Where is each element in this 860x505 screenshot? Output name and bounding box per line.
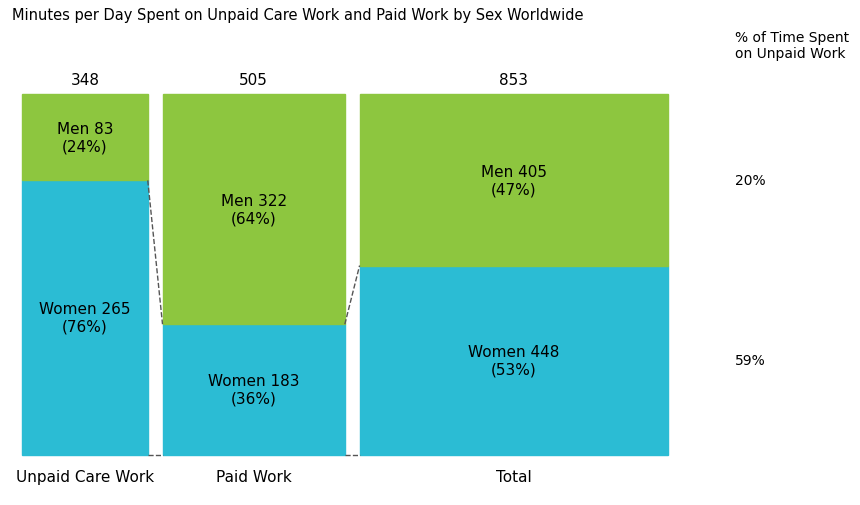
Text: Total: Total: [495, 469, 531, 484]
Text: 59%: 59%: [735, 354, 766, 368]
Text: Paid Work: Paid Work: [216, 469, 292, 484]
Bar: [163, 325, 345, 455]
Bar: [359, 95, 667, 266]
Text: Men 83
(24%): Men 83 (24%): [57, 122, 114, 155]
Text: Women 183
(36%): Women 183 (36%): [208, 374, 299, 406]
Text: 505: 505: [239, 73, 268, 88]
Text: 348: 348: [71, 73, 100, 88]
Text: 853: 853: [499, 73, 528, 88]
Bar: [22, 95, 148, 181]
Text: Women 448
(53%): Women 448 (53%): [468, 344, 559, 377]
Bar: [22, 181, 148, 455]
Text: Minutes per Day Spent on Unpaid Care Work and Paid Work by Sex Worldwide: Minutes per Day Spent on Unpaid Care Wor…: [12, 8, 584, 23]
Text: Men 405
(47%): Men 405 (47%): [481, 165, 547, 197]
Text: Men 322
(64%): Men 322 (64%): [221, 194, 286, 226]
Text: 20%: 20%: [735, 174, 766, 188]
Text: Women 265
(76%): Women 265 (76%): [40, 302, 131, 334]
Text: % of Time Spent
on Unpaid Work: % of Time Spent on Unpaid Work: [735, 30, 850, 61]
Bar: [163, 95, 345, 325]
Text: Unpaid Care Work: Unpaid Care Work: [15, 469, 154, 484]
Bar: [359, 266, 667, 455]
